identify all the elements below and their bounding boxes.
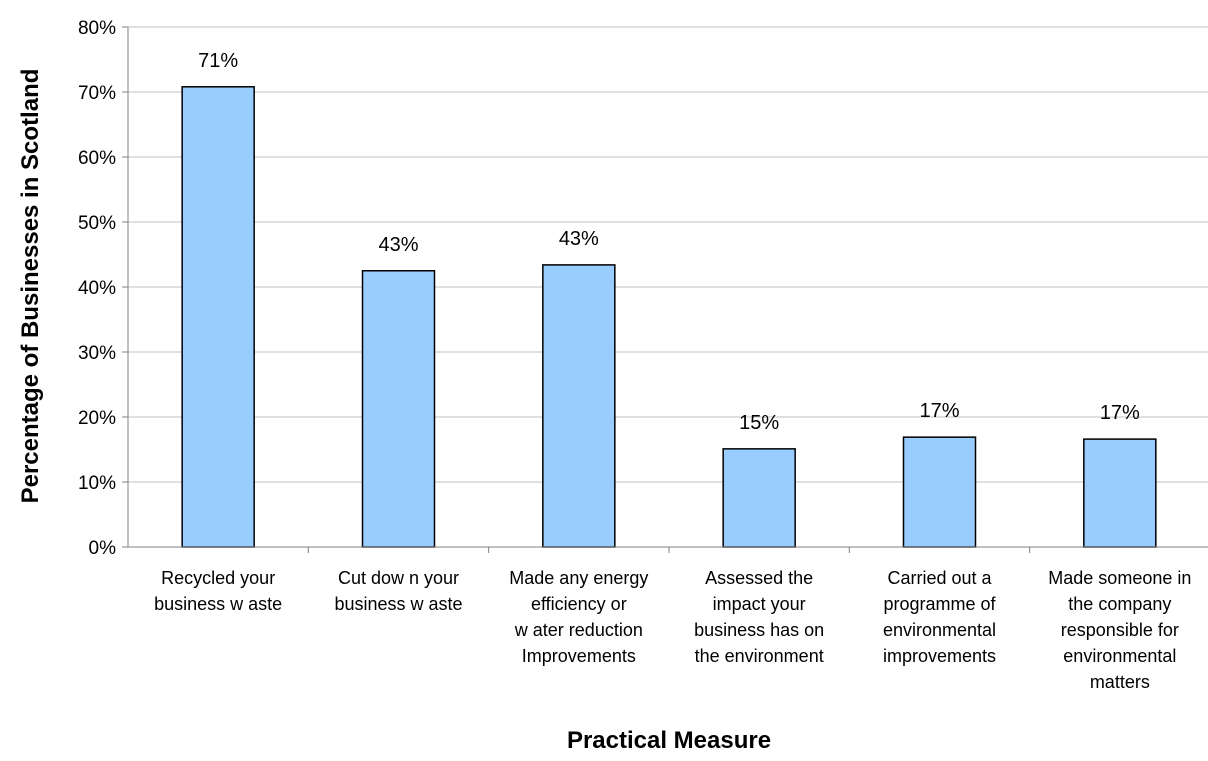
bar [722,448,796,548]
bar [361,270,436,548]
gridlines [128,26,1208,483]
y-tick-label: 60% [78,148,116,169]
data-label: 15% [739,412,779,434]
category-labels: Recycled your business w aste Cut dow n yo… [154,568,1191,692]
data-label: 43% [378,234,418,256]
y-tick-label: 40% [78,278,116,299]
axes [122,26,1208,553]
category-label: Recycled your business w aste [154,568,282,614]
category-label: Made any energy efficiency or w ater reduc… [509,568,648,666]
bar [542,264,616,548]
data-label: 71% [198,50,238,72]
bar [181,86,255,548]
category-label: Assessed the impact your business has on th… [694,568,824,666]
y-tick-label: 10% [78,473,116,494]
data-label: 17% [1100,402,1140,424]
bar [902,436,977,548]
data-label: 43% [559,228,599,250]
bar [1083,438,1157,548]
y-axis-title: Percentage of Businesses in Scotland [17,69,44,504]
category-label: Made someone in the company responsible fo… [1048,568,1191,692]
bars [181,86,1157,548]
y-tick-label: 50% [78,213,116,234]
y-tick-labels: 0% 10% 20% 30% 40% 50% 60% 70% 80% [78,18,116,559]
y-tick-label: 80% [78,18,116,39]
y-tick-label: 30% [78,343,116,364]
y-tick-label: 20% [78,408,116,429]
x-axis-title: Practical Measure [567,727,771,754]
y-tick-label: 0% [89,538,117,559]
y-tick-label: 70% [78,83,116,104]
category-label: Cut dow n your business w aste [334,568,462,614]
data-labels: 71% 43% 43% 15% 17% 17% [198,50,1140,434]
data-label: 17% [919,400,959,422]
category-label: Carried out a programme of environmental im… [883,568,997,666]
